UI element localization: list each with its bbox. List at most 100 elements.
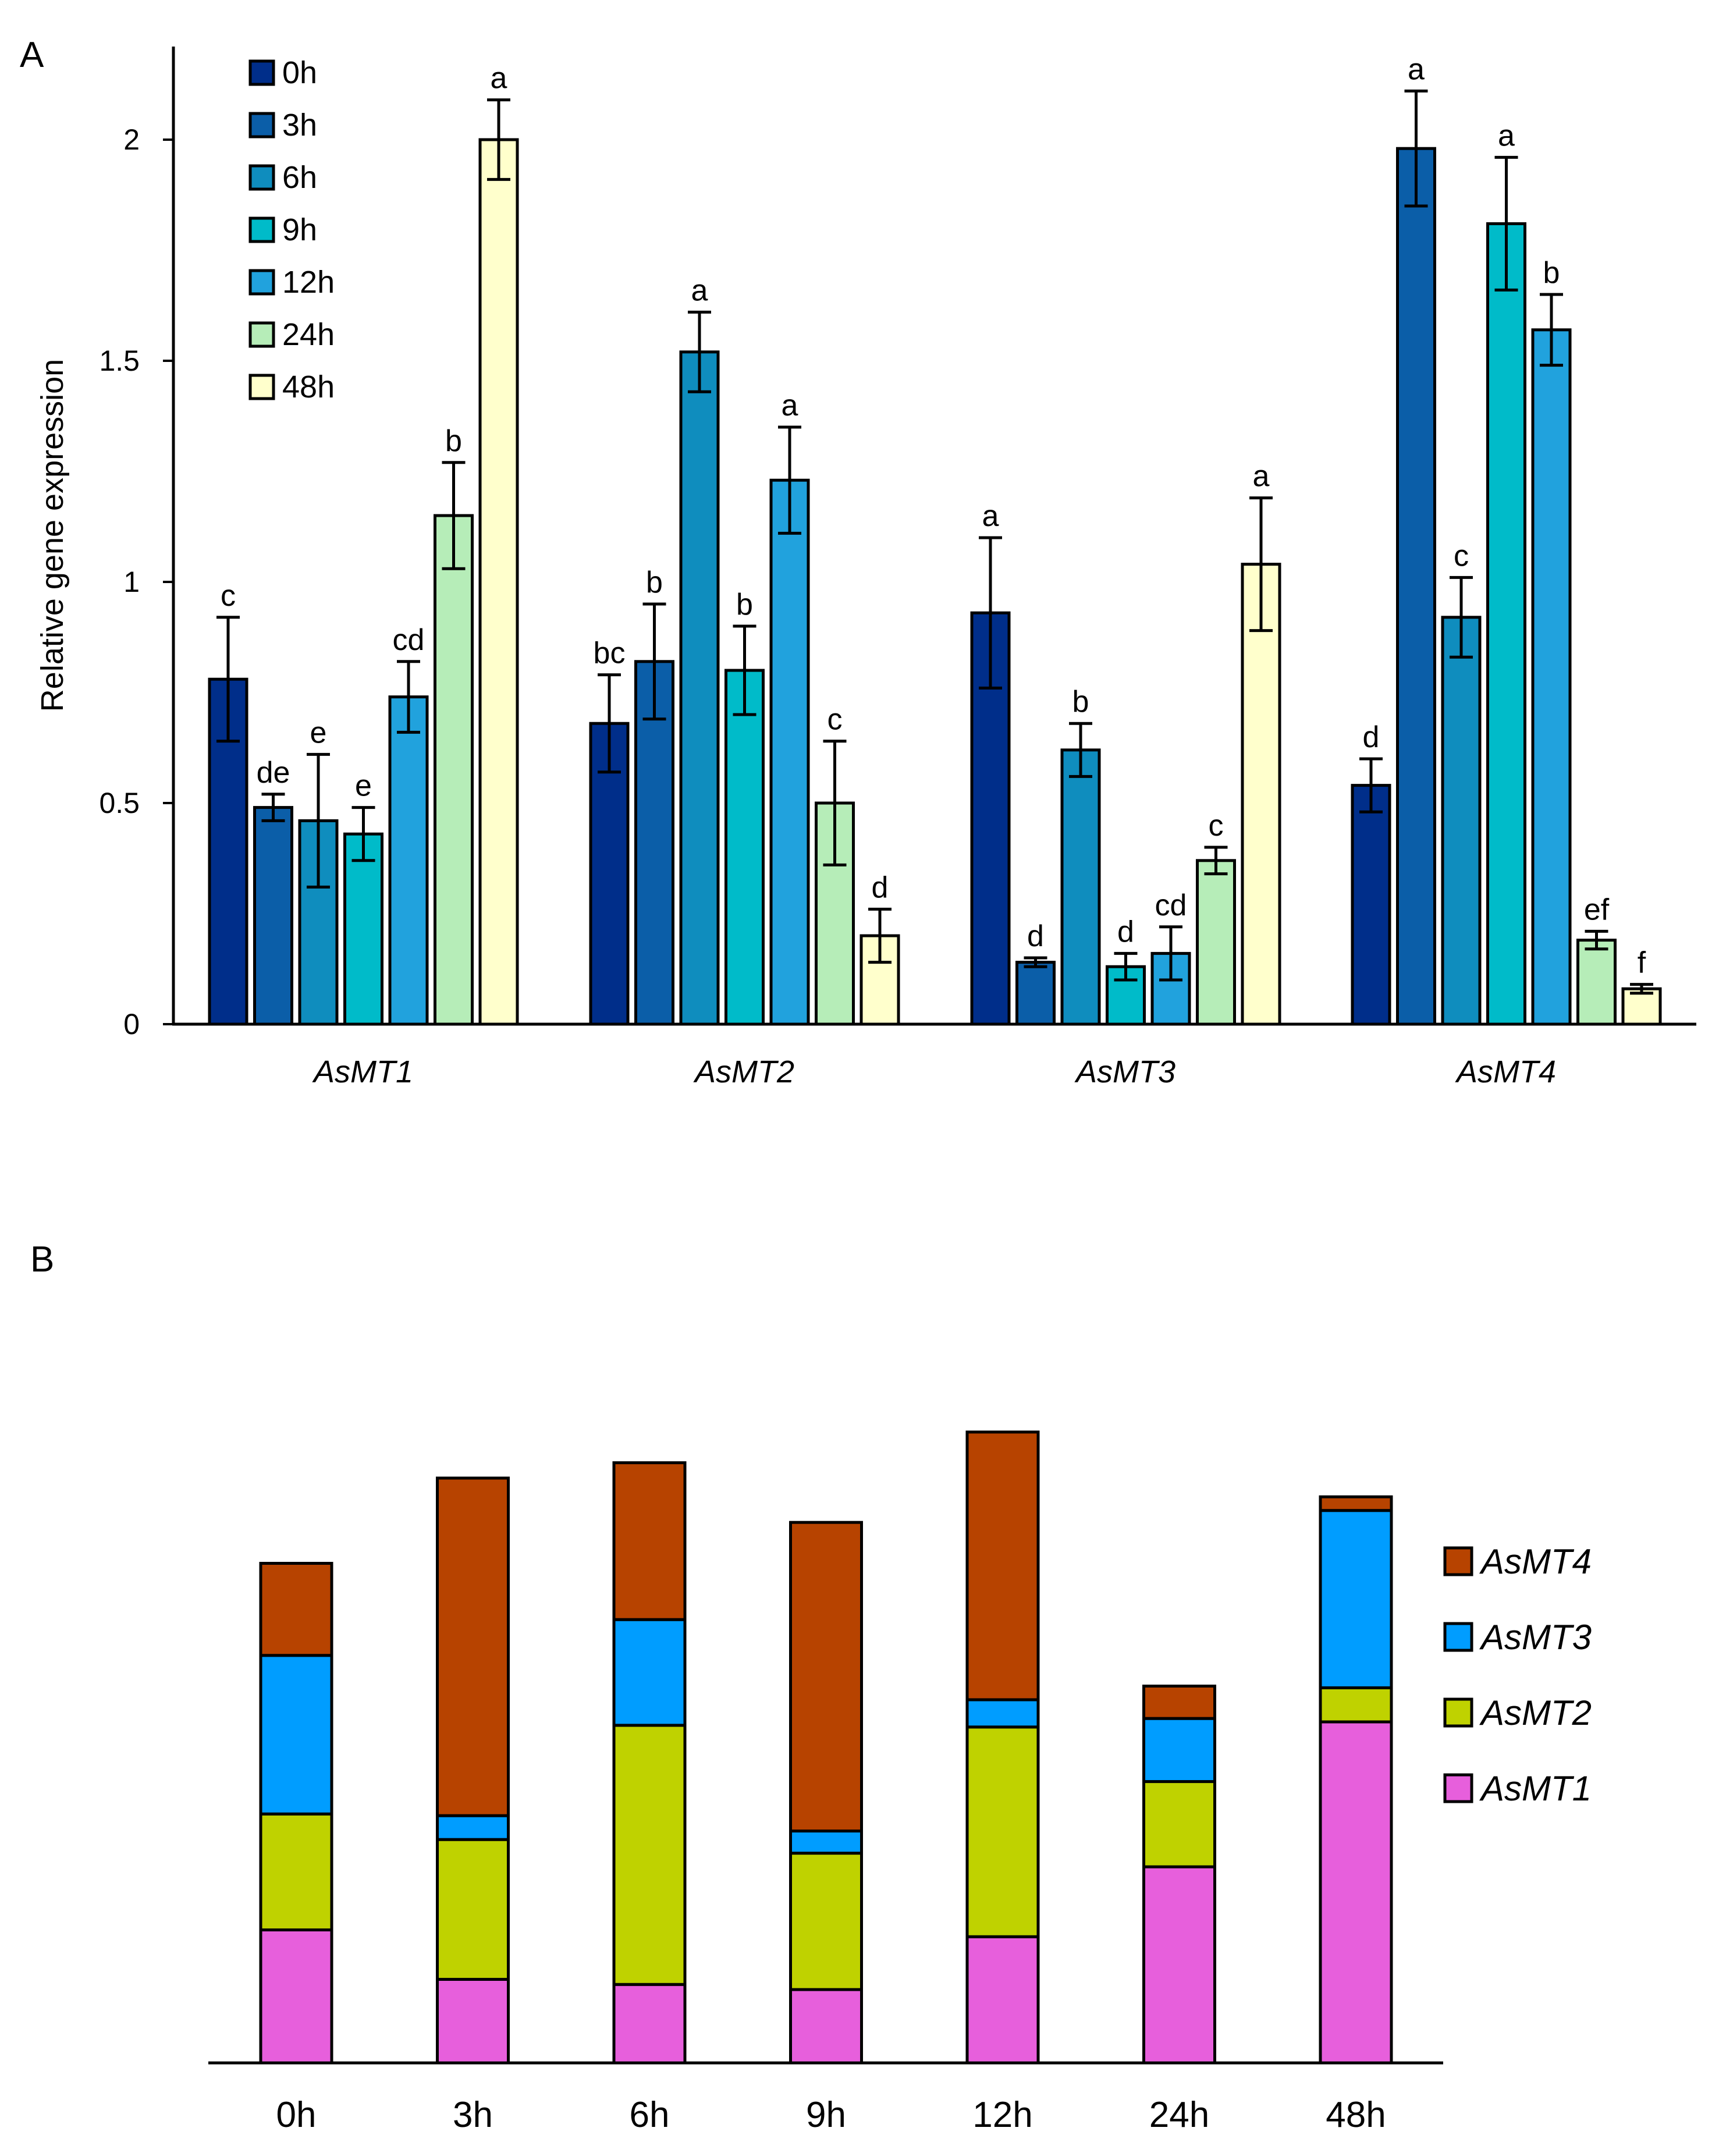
significance-letter: c bbox=[1209, 809, 1224, 843]
bar-AsMT4-0h bbox=[1351, 784, 1391, 1026]
stack-3h-AsMT4 bbox=[436, 1476, 510, 1817]
legend-label-3h: 3h bbox=[282, 108, 317, 143]
bar-AsMT4-6h bbox=[1441, 616, 1482, 1026]
legend-label-AsMT4: AsMT4 bbox=[1479, 1542, 1592, 1581]
bar-AsMT3-48h bbox=[1241, 563, 1281, 1026]
legend-swatch-3h bbox=[248, 112, 275, 138]
stack-48h-AsMT3 bbox=[1319, 1509, 1393, 1689]
stack-48h-AsMT4 bbox=[1319, 1495, 1393, 1512]
significance-letter: ef bbox=[1584, 893, 1610, 926]
legend-label-9h: 9h bbox=[282, 212, 317, 247]
legend-label-AsMT3: AsMT3 bbox=[1479, 1618, 1592, 1657]
bar-AsMT2-9h bbox=[724, 669, 765, 1026]
stack-0h-AsMT3 bbox=[259, 1654, 333, 1816]
significance-letter: e bbox=[310, 716, 327, 750]
y-tick-label: 2 bbox=[123, 123, 140, 156]
stack-6h-AsMT4 bbox=[612, 1461, 687, 1621]
significance-letter: d bbox=[872, 871, 889, 904]
significance-letter: a bbox=[691, 274, 708, 307]
bar-AsMT1-12h bbox=[388, 695, 429, 1026]
significance-letter: b bbox=[1543, 256, 1560, 290]
significance-letter: c bbox=[827, 703, 843, 737]
legend-swatch-6h bbox=[248, 164, 275, 191]
stack-9h-AsMT4 bbox=[789, 1521, 863, 1833]
stack-24h-AsMT3 bbox=[1142, 1717, 1216, 1784]
legend-label-6h: 6h bbox=[282, 160, 317, 195]
x-tick-label-12h: 12h bbox=[972, 2095, 1032, 2135]
legend-swatch-AsMT2 bbox=[1443, 1697, 1473, 1728]
legend-label-0h: 0h bbox=[282, 55, 317, 90]
significance-letter: e bbox=[355, 769, 372, 803]
significance-letter: a bbox=[982, 499, 999, 533]
significance-letter: f bbox=[1638, 946, 1646, 980]
stack-12h-AsMT1 bbox=[965, 1935, 1040, 2065]
significance-letter: bc bbox=[594, 637, 626, 670]
group-label-AsMT3: AsMT3 bbox=[1074, 1054, 1175, 1089]
x-tick-label-6h: 6h bbox=[630, 2095, 670, 2135]
x-tick-label-0h: 0h bbox=[276, 2095, 317, 2135]
stack-3h-AsMT2 bbox=[436, 1838, 510, 1981]
significance-letter: a bbox=[1408, 52, 1425, 86]
legend-label-24h: 24h bbox=[282, 317, 335, 352]
stack-48h-AsMT2 bbox=[1319, 1686, 1393, 1724]
legend-label-AsMT1: AsMT1 bbox=[1479, 1769, 1592, 1808]
bar-AsMT2-6h bbox=[679, 350, 720, 1026]
stack-6h-AsMT2 bbox=[612, 1724, 687, 1986]
panel-a-label: A bbox=[20, 35, 44, 75]
legend-label-AsMT2: AsMT2 bbox=[1479, 1693, 1592, 1732]
panel-a-y-axis-title: Relative gene expression bbox=[35, 359, 70, 712]
significance-letter: b bbox=[736, 588, 753, 621]
significance-letter: b bbox=[445, 424, 462, 458]
legend-swatch-24h bbox=[248, 321, 275, 348]
stack-48h-AsMT1 bbox=[1319, 1720, 1393, 2065]
stack-3h-AsMT3 bbox=[436, 1814, 510, 1841]
bar-AsMT1-48h bbox=[478, 138, 519, 1026]
y-tick-label: 0 bbox=[123, 1008, 140, 1040]
stack-6h-AsMT3 bbox=[612, 1618, 687, 1727]
legend-swatch-0h bbox=[248, 59, 275, 86]
bar-AsMT3-24h bbox=[1196, 859, 1236, 1026]
significance-letter: de bbox=[257, 756, 290, 790]
panel-b: B 0h 3h 6h 9h 12h 24h 48h AsMT4 AsMT3 AsMT2 AsMT1 bbox=[30, 1239, 1592, 2135]
significance-letter: b bbox=[646, 566, 663, 599]
x-tick-label-24h: 24h bbox=[1149, 2095, 1209, 2135]
legend-swatch-9h bbox=[248, 216, 275, 243]
stack-24h-AsMT1 bbox=[1142, 1865, 1216, 2065]
bar-AsMT3-6h bbox=[1060, 748, 1101, 1026]
legend-label-48h: 48h bbox=[282, 370, 335, 404]
x-tick-label-48h: 48h bbox=[1326, 2095, 1386, 2135]
significance-letter: d bbox=[1363, 720, 1380, 754]
stack-12h-AsMT4 bbox=[965, 1430, 1040, 1702]
significance-letter: cd bbox=[393, 623, 425, 657]
stack-0h-AsMT4 bbox=[259, 1562, 333, 1657]
significance-letter: a bbox=[1253, 460, 1270, 493]
bar-AsMT4-3h bbox=[1396, 147, 1436, 1026]
legend-label-12h: 12h bbox=[282, 265, 335, 300]
group-label-AsMT2: AsMT2 bbox=[693, 1054, 794, 1089]
panel-a: A 00.511.52 Relative gene expression cbc… bbox=[20, 35, 1696, 1089]
bar-AsMT4-9h bbox=[1486, 222, 1526, 1026]
legend-swatch-48h bbox=[248, 374, 275, 400]
stack-3h-AsMT1 bbox=[436, 1977, 510, 2065]
bar-AsMT1-24h bbox=[434, 514, 474, 1026]
x-tick-label-9h: 9h bbox=[806, 2095, 846, 2135]
bar-AsMT2-48h bbox=[860, 934, 900, 1026]
y-tick-label: 0.5 bbox=[99, 787, 140, 819]
stack-6h-AsMT1 bbox=[612, 1983, 687, 2065]
significance-letter: a bbox=[491, 62, 507, 95]
bar-AsMT3-3h bbox=[1015, 961, 1056, 1026]
y-tick-label: 1 bbox=[123, 566, 140, 598]
legend-swatch-AsMT1 bbox=[1443, 1773, 1473, 1803]
significance-letter: d bbox=[1117, 915, 1134, 949]
significance-letter: a bbox=[782, 389, 798, 422]
stack-0h-AsMT1 bbox=[259, 1928, 333, 2065]
stack-9h-AsMT1 bbox=[789, 1988, 863, 2065]
group-label-AsMT4: AsMT4 bbox=[1455, 1054, 1556, 1089]
panel-b-label: B bbox=[30, 1239, 54, 1280]
stack-9h-AsMT3 bbox=[789, 1830, 863, 1855]
stack-24h-AsMT4 bbox=[1142, 1684, 1216, 1720]
x-tick-label-3h: 3h bbox=[453, 2095, 493, 2135]
significance-letter: c bbox=[221, 579, 236, 613]
legend-swatch-AsMT3 bbox=[1443, 1622, 1473, 1652]
